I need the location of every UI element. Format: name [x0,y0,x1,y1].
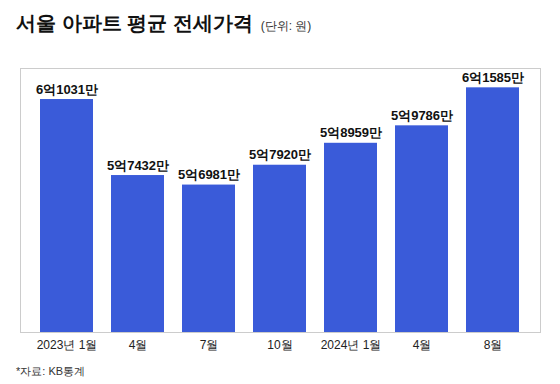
svg-text:10월: 10월 [267,338,292,352]
svg-text:5억7920만: 5억7920만 [249,147,311,162]
svg-text:5억8959만: 5억8959만 [320,125,382,140]
html-text:*자료: KB통계: *자료: KB통계 [16,365,86,377]
svg-text:4월: 4월 [129,338,148,352]
svg-text:2024년 1월: 2024년 1월 [321,338,382,352]
svg-text:2023년 1월: 2023년 1월 [37,338,98,352]
svg-text:4월: 4월 [413,338,432,352]
svg-text:7월: 7월 [200,338,219,352]
html-text:서울 아파트 평균 전세가격 (단위: 원): 서울 아파트 평균 전세가격 (단위: 원) [16,12,312,34]
svg-text:8월: 8월 [484,338,503,352]
svg-text:6억1585만: 6억1585만 [462,70,524,85]
svg-text:5억9786만: 5억9786만 [391,108,453,123]
svg-text:5억7432만: 5억7432만 [107,158,169,173]
svg-text:6억1031만: 6억1031만 [36,82,98,97]
svg-text:5억6981만: 5억6981만 [178,167,240,182]
